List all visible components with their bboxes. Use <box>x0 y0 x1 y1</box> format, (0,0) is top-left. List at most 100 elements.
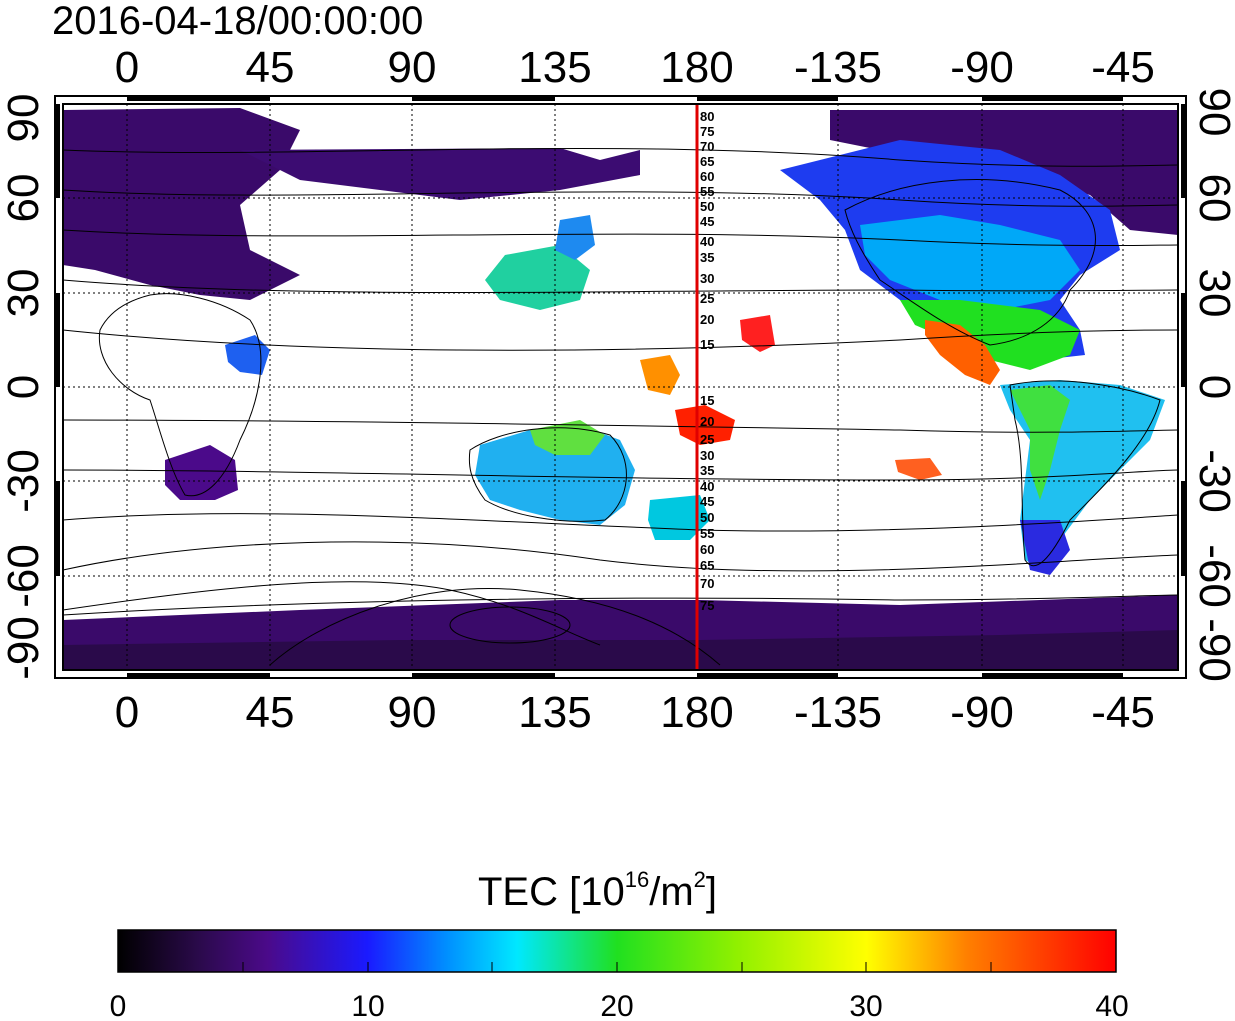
lat-tick-left: 60 <box>0 174 48 223</box>
contour-label: 80 <box>700 109 714 124</box>
tec-region-arctic-america <box>830 110 1178 235</box>
magnetic-latitude-contours <box>62 147 1179 666</box>
lat-tick-right: -90 <box>1190 618 1235 682</box>
map-gridlines <box>63 104 1178 670</box>
tec-region-pacific-orange <box>640 355 680 395</box>
colorbar-label-end: ] <box>706 870 717 914</box>
lon-tick-bottom: 180 <box>660 688 733 737</box>
left-latitude-axis: 90 60 30 0 -30 -60 -90 <box>0 94 48 680</box>
tec-region-australia-north <box>530 420 605 455</box>
map-frame <box>62 103 1179 671</box>
lat-tick-right: 30 <box>1190 269 1235 318</box>
lat-tick-right: 90 <box>1190 88 1235 137</box>
tec-region-south-america-core <box>1010 385 1070 500</box>
contour-label: 60 <box>700 542 714 557</box>
colorbar-label-mid: /m <box>649 870 693 914</box>
colorbar-tick: 40 <box>1095 990 1128 1021</box>
colorbar-tick: 10 <box>351 990 384 1021</box>
svg-text:TEC [1016/m2]: TEC [1016/m2] <box>478 867 717 914</box>
contour-labels-north: 80 75 70 65 60 55 50 45 40 35 30 25 20 1… <box>700 109 714 352</box>
lon-tick-top: 135 <box>518 43 591 92</box>
lon-tick-top: 90 <box>388 43 437 92</box>
contour-labels-south: 15 20 25 30 35 40 45 50 55 60 65 70 75 <box>700 393 714 613</box>
tec-region-north-america-mid <box>860 215 1080 310</box>
contour-label: 50 <box>700 199 714 214</box>
contour-label: 50 <box>700 510 714 525</box>
colorbar-tick: 30 <box>849 990 882 1021</box>
colorbar-tick: 20 <box>600 990 633 1021</box>
contour-label: 65 <box>700 154 714 169</box>
contour-label: 35 <box>700 250 714 265</box>
contour-label: 15 <box>700 393 714 408</box>
contour-label: 65 <box>700 558 714 573</box>
colorbar-ticks: 0 10 20 30 40 <box>110 990 1129 1021</box>
lon-tick-top: 45 <box>246 43 295 92</box>
map-title: 2016-04-18/00:00:00 <box>52 0 423 43</box>
lon-tick-bottom: -45 <box>1091 688 1155 737</box>
lat-tick-right: 0 <box>1190 375 1235 399</box>
colorbar-label: TEC [1016/m2] <box>478 867 717 914</box>
lat-tick-left: 0 <box>0 375 48 399</box>
lat-tick-left: -30 <box>0 449 48 513</box>
colorbar-minor-ticks <box>242 962 992 972</box>
colorbar-label-sup2: 2 <box>694 867 706 892</box>
colorbar-label-main: TEC [10 <box>478 870 625 914</box>
tec-region-hawaii <box>740 315 775 352</box>
lon-tick-bottom: -90 <box>950 688 1014 737</box>
contour-label: 70 <box>700 576 714 591</box>
colorbar-label-sup1: 16 <box>625 867 649 892</box>
coastlines <box>62 179 1179 616</box>
tec-region-africa-south <box>165 445 238 500</box>
lon-tick-bottom: 45 <box>246 688 295 737</box>
tec-region-arctic-europe <box>63 108 300 300</box>
contour-label: 60 <box>700 169 714 184</box>
contour-label: 55 <box>700 184 714 199</box>
contour-label: 75 <box>700 598 714 613</box>
contour-label: 15 <box>700 337 714 352</box>
contour-label: 20 <box>700 312 714 327</box>
lon-tick-top: -90 <box>950 43 1014 92</box>
tec-region-pacific-high <box>675 405 735 445</box>
lon-tick-bottom: 90 <box>388 688 437 737</box>
lat-tick-right: -60 <box>1190 544 1235 608</box>
contour-label: 40 <box>700 479 714 494</box>
lon-tick-top: 180 <box>660 43 733 92</box>
tec-region-south-pacific <box>895 458 942 480</box>
lat-tick-left: -90 <box>0 616 48 680</box>
lat-tick-right: 60 <box>1190 174 1235 223</box>
lon-tick-top: -45 <box>1091 43 1155 92</box>
lon-tick-bottom: -135 <box>794 688 882 737</box>
contour-label: 35 <box>700 463 714 478</box>
tec-region-arctic-east <box>240 148 640 200</box>
lat-tick-right: -30 <box>1190 449 1235 513</box>
contour-label: 20 <box>700 414 714 429</box>
contour-label: 45 <box>700 494 714 509</box>
contour-label: 30 <box>700 448 714 463</box>
tec-region-east-asia <box>485 245 590 310</box>
tec-region-mexico-high <box>925 320 1000 385</box>
contour-label: 45 <box>700 214 714 229</box>
contour-label: 75 <box>700 124 714 139</box>
contour-label: 40 <box>700 234 714 249</box>
frame-tick-bars <box>55 96 1186 678</box>
lat-tick-left: -60 <box>0 544 48 608</box>
bottom-longitude-axis: 0 45 90 135 180 -135 -90 -45 <box>115 688 1155 737</box>
contour-label: 30 <box>700 271 714 286</box>
colorbar-tick: 0 <box>110 990 127 1021</box>
lon-tick-bottom: 135 <box>518 688 591 737</box>
contour-label: 25 <box>700 291 714 306</box>
contour-label: 70 <box>700 139 714 154</box>
lat-tick-left: 90 <box>0 94 48 143</box>
lon-tick-bottom: 0 <box>115 688 139 737</box>
lon-tick-top: -135 <box>794 43 882 92</box>
map-panel: 80 75 70 65 60 55 50 45 40 35 30 25 20 1… <box>54 95 1187 679</box>
contour-label: 55 <box>700 526 714 541</box>
lat-tick-left: 30 <box>0 269 48 318</box>
contour-label: 25 <box>700 432 714 447</box>
top-longitude-axis: 0 45 90 135 180 -135 -90 -45 <box>115 43 1155 92</box>
lon-tick-top: 0 <box>115 43 139 92</box>
tec-region-japan <box>555 215 595 260</box>
right-latitude-axis: 90 60 30 0 -30 -60 -90 <box>1190 88 1235 682</box>
tec-region-antarctic-dark <box>63 630 1178 670</box>
